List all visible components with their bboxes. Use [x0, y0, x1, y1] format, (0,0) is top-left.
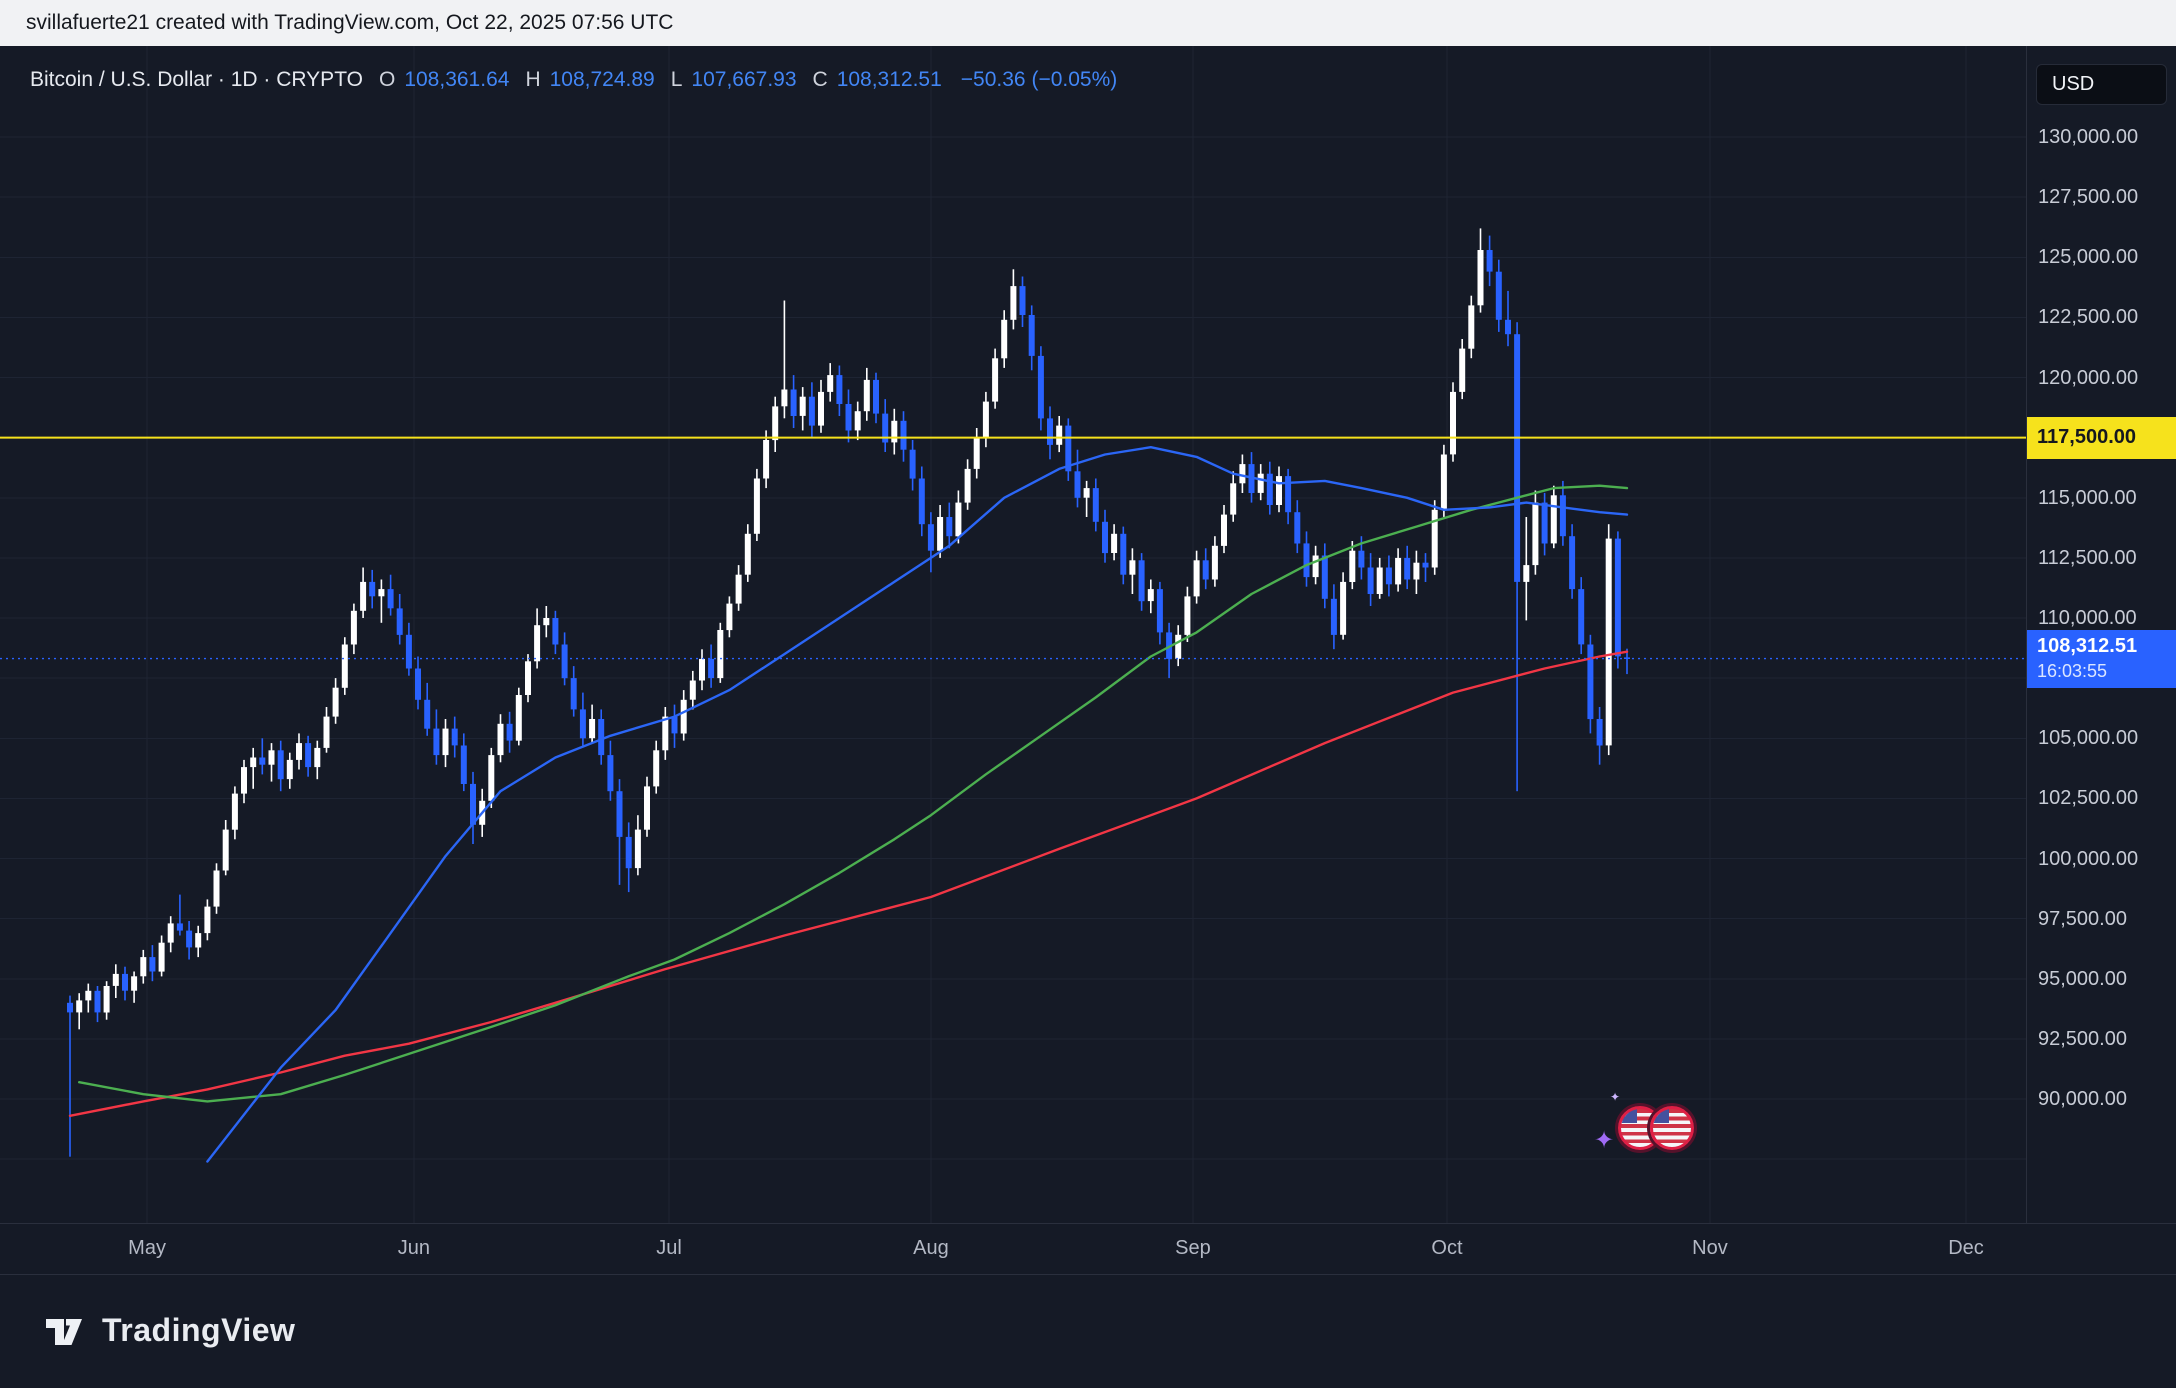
price-axis-label: 127,500.00	[2038, 186, 2139, 209]
time-axis-label: Nov	[1692, 1237, 1728, 1259]
tradingview-logo-icon[interactable]	[42, 1309, 86, 1353]
last-price-value: 108,312.51	[2037, 635, 2138, 658]
ohlc-close-value: 108,312.51	[836, 68, 942, 91]
last-price-tag: 108,312.51 16:03:55	[2027, 629, 2176, 688]
symbol-title[interactable]: Bitcoin / U.S. Dollar · 1D · CRYPTO	[30, 68, 363, 91]
us-flags-event-sticker[interactable]: ✦ ✦	[1594, 1090, 1724, 1174]
gridlines	[0, 46, 2026, 1223]
currency-button[interactable]: USD	[2036, 64, 2167, 105]
time-axis-label: Jun	[397, 1237, 431, 1259]
price-axis-label: 92,500.00	[2038, 1027, 2127, 1050]
attribution-bar: svillafuerte21 created with TradingView.…	[0, 0, 2176, 46]
time-axis-label: Sep	[1175, 1237, 1211, 1259]
ohlc-high-value: 108,724.89	[549, 68, 655, 91]
ohlc-low-label: L	[670, 68, 683, 91]
footer-bar: TradingView	[0, 1273, 2176, 1388]
price-axis-label: 95,000.00	[2038, 967, 2127, 990]
horizontal-line-price-value: 117,500.00	[2037, 426, 2136, 449]
time-axis-label: Dec	[1948, 1237, 1984, 1259]
sparkle-icon: ✦	[1594, 1127, 1615, 1154]
ohlc-close-label: C	[812, 68, 828, 91]
time-axis[interactable]: May Jun Jul Aug Sep Oct Nov Dec	[0, 1223, 2176, 1275]
time-axis-label: Oct	[1431, 1237, 1463, 1259]
bar-countdown: 16:03:55	[2037, 661, 2108, 682]
ohlc-high-label: H	[525, 68, 541, 91]
price-axis-label: 100,000.00	[2038, 847, 2139, 870]
us-flag-icon	[1650, 1106, 1694, 1150]
price-axis-label: 122,500.00	[2038, 306, 2139, 329]
time-axis-label: Aug	[913, 1237, 949, 1259]
price-axis-label: 120,000.00	[2038, 366, 2139, 389]
candles	[67, 228, 1630, 1157]
ma-100-line	[78, 484, 1629, 1103]
horizontal-line-price-tag[interactable]: 117,500.00	[2027, 416, 2176, 459]
price-axis-label: 102,500.00	[2038, 787, 2139, 810]
time-axis-label: Jul	[656, 1237, 682, 1259]
price-axis-label: 125,000.00	[2038, 246, 2139, 269]
sparkle-icon-small: ✦	[1610, 1090, 1621, 1104]
symbol-legend: Bitcoin / U.S. Dollar · 1D · CRYPTO O 10…	[30, 68, 1117, 92]
chart-area: Bitcoin / U.S. Dollar · 1D · CRYPTO O 10…	[0, 46, 2176, 1388]
price-axis-label: 97,500.00	[2038, 907, 2127, 930]
price-axis-label: 112,500.00	[2038, 546, 2137, 569]
ohlc-open-value: 108,361.64	[404, 68, 510, 91]
ohlc-low-value: 107,667.93	[691, 68, 797, 91]
ohlc-open-label: O	[378, 68, 396, 91]
price-axis-label: 90,000.00	[2038, 1088, 2127, 1110]
time-axis-label: May	[128, 1237, 166, 1259]
price-axis-label: 105,000.00	[2038, 727, 2139, 750]
price-axis-label: 110,000.00	[2038, 607, 2137, 629]
attribution-text: svillafuerte21 created with TradingView.…	[26, 11, 674, 34]
ma-50-line	[206, 446, 1629, 1163]
price-axis-label: 115,000.00	[2038, 486, 2137, 509]
ma-200-line	[68, 650, 1629, 1117]
change-value: −50.36 (−0.05%)	[960, 68, 1118, 91]
price-chart[interactable]	[0, 46, 2026, 1223]
price-axis-label: 130,000.00	[2038, 126, 2139, 148]
tradingview-wordmark[interactable]: TradingView	[102, 1312, 296, 1348]
price-axis[interactable]: USD 117,500.00 108,312.51 16:03:55 130,0…	[2026, 46, 2176, 1273]
